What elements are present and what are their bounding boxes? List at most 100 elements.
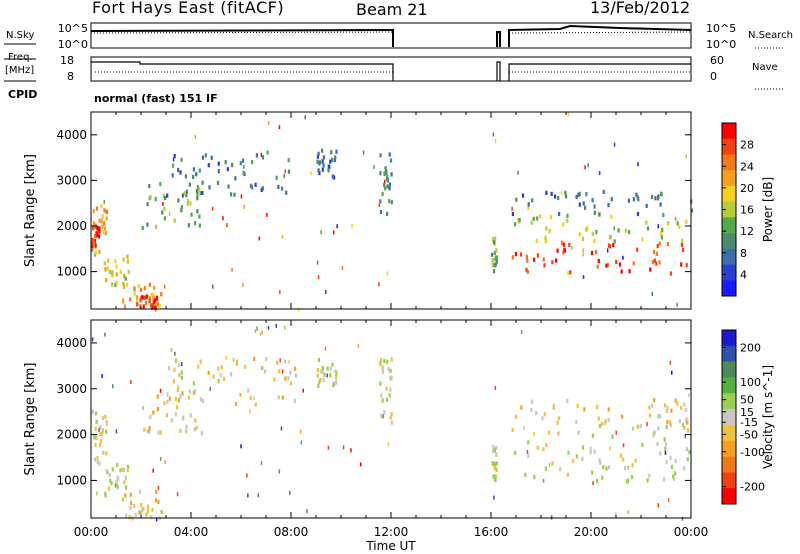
power-echo-cell xyxy=(285,190,288,195)
power-echo-cell xyxy=(651,194,654,199)
velocity-echo-cell xyxy=(145,512,148,517)
velocity-echo-cell xyxy=(109,478,112,483)
freq-trace xyxy=(91,61,691,81)
velocity-speckle xyxy=(302,388,304,393)
velocity-echo-cell xyxy=(389,387,392,392)
power-speckle xyxy=(222,216,224,221)
velocity-speckle xyxy=(646,422,648,427)
velocity-ylabel: Slant Range [km] xyxy=(23,363,38,476)
velocity-echo-cell xyxy=(293,398,297,404)
velocity-echo-cell xyxy=(247,388,250,393)
velocity-echo-cell xyxy=(622,457,625,462)
velocity-echo-cell xyxy=(681,422,685,427)
velocity-echo-cell xyxy=(663,403,667,408)
power-echo-cell xyxy=(171,173,174,178)
power-echo-cell xyxy=(91,243,94,248)
velocity-colorbar-tick-label: -50 xyxy=(740,428,758,441)
power-colorbar-tick-label: 20 xyxy=(740,182,754,195)
velocity-echo-cell xyxy=(317,357,321,363)
velocity-echo-cell xyxy=(289,381,293,386)
power-echo-cell xyxy=(155,224,158,229)
velocity-echo-cell xyxy=(533,475,536,480)
power-speckle xyxy=(657,224,659,229)
power-echo-cell xyxy=(618,262,622,267)
power-echo-cell xyxy=(192,174,195,179)
power-echo-cell xyxy=(126,259,130,264)
velocity-echo-cell xyxy=(386,359,389,364)
power-echo-cell xyxy=(530,220,533,225)
velocity-echo-cell xyxy=(659,414,662,419)
power-echo-cell xyxy=(563,248,567,253)
power-echo-cell xyxy=(100,203,103,208)
power-echo-cell xyxy=(333,158,337,163)
velocity-echo-cell xyxy=(157,430,160,435)
velocity-echo-cell xyxy=(176,387,179,392)
power-echo-cell xyxy=(645,203,648,208)
power-echo-cell xyxy=(564,190,567,195)
power-ylabel: Slant Range [km] xyxy=(23,154,38,267)
nave-label: Nave xyxy=(752,62,778,73)
velocity-echo-cell xyxy=(146,509,149,514)
velocity-echo-cell xyxy=(530,408,533,413)
power-speckle xyxy=(378,203,381,207)
velocity-echo-cell xyxy=(683,425,686,430)
power-echo-cell xyxy=(551,260,554,265)
power-echo-cell xyxy=(379,199,382,204)
velocity-speckle xyxy=(289,490,291,495)
power-echo-cell xyxy=(637,197,640,202)
power-speckle xyxy=(492,132,495,137)
power-echo-cell xyxy=(554,258,558,263)
velocity-echo-cell xyxy=(108,472,111,477)
power-echo-cell xyxy=(107,258,110,263)
velocity-echo-cell xyxy=(128,515,131,520)
power-echo-cell xyxy=(162,194,165,199)
power-echo-cell xyxy=(98,249,101,255)
power-echo-cell xyxy=(185,189,188,194)
velocity-echo-cell xyxy=(230,372,233,377)
velocity-echo-cell xyxy=(390,357,393,362)
power-speckle xyxy=(582,252,584,257)
power-echo-cell xyxy=(388,152,391,157)
power-echo-cell xyxy=(201,155,204,160)
noise-right-tick: 10^5 xyxy=(706,22,736,35)
velocity-echo-cell xyxy=(329,366,332,371)
power-speckle xyxy=(258,236,261,241)
velocity-echo-cell xyxy=(96,456,99,461)
velocity-echo-cell xyxy=(94,411,98,416)
power-echo-cell xyxy=(198,223,201,228)
power-echo-cell xyxy=(172,163,175,168)
power-colorbar-cell xyxy=(722,123,736,140)
velocity-echo-cell xyxy=(493,466,496,471)
power-echo-cell xyxy=(287,169,290,174)
power-echo-cell xyxy=(192,167,195,172)
power-echo-cell xyxy=(562,222,565,227)
velocity-echo-cell xyxy=(685,447,688,452)
power-echo-cell xyxy=(322,163,325,168)
power-echo-cell xyxy=(562,250,565,255)
velocity-colorbar-tick-label: 200 xyxy=(740,341,761,354)
velocity-echo-cell xyxy=(273,377,276,382)
power-echo-cell xyxy=(388,182,391,187)
power-echo-cell xyxy=(242,170,245,176)
velocity-speckle xyxy=(493,495,495,500)
velocity-speckle xyxy=(622,443,625,448)
velocity-echo-cell xyxy=(491,461,494,466)
power-echo-cell xyxy=(578,202,581,207)
power-echo-cell xyxy=(188,182,191,187)
velocity-echo-cell xyxy=(155,489,158,495)
velocity-echo-cell xyxy=(575,420,578,425)
power-heatmap xyxy=(91,112,694,312)
power-echo-cell xyxy=(661,227,664,232)
power-echo-cell xyxy=(154,196,157,202)
velocity-echo-cell xyxy=(170,418,173,423)
power-echo-cell xyxy=(122,257,125,262)
velocity-echo-cell xyxy=(185,429,188,434)
power-echo-cell xyxy=(199,191,202,196)
velocity-echo-cell xyxy=(495,445,498,451)
power-speckle xyxy=(383,179,386,184)
power-echo-cell xyxy=(536,253,539,258)
velocity-speckle xyxy=(159,457,162,461)
velocity-speckle xyxy=(520,329,523,334)
velocity-echo-cell xyxy=(166,392,169,397)
